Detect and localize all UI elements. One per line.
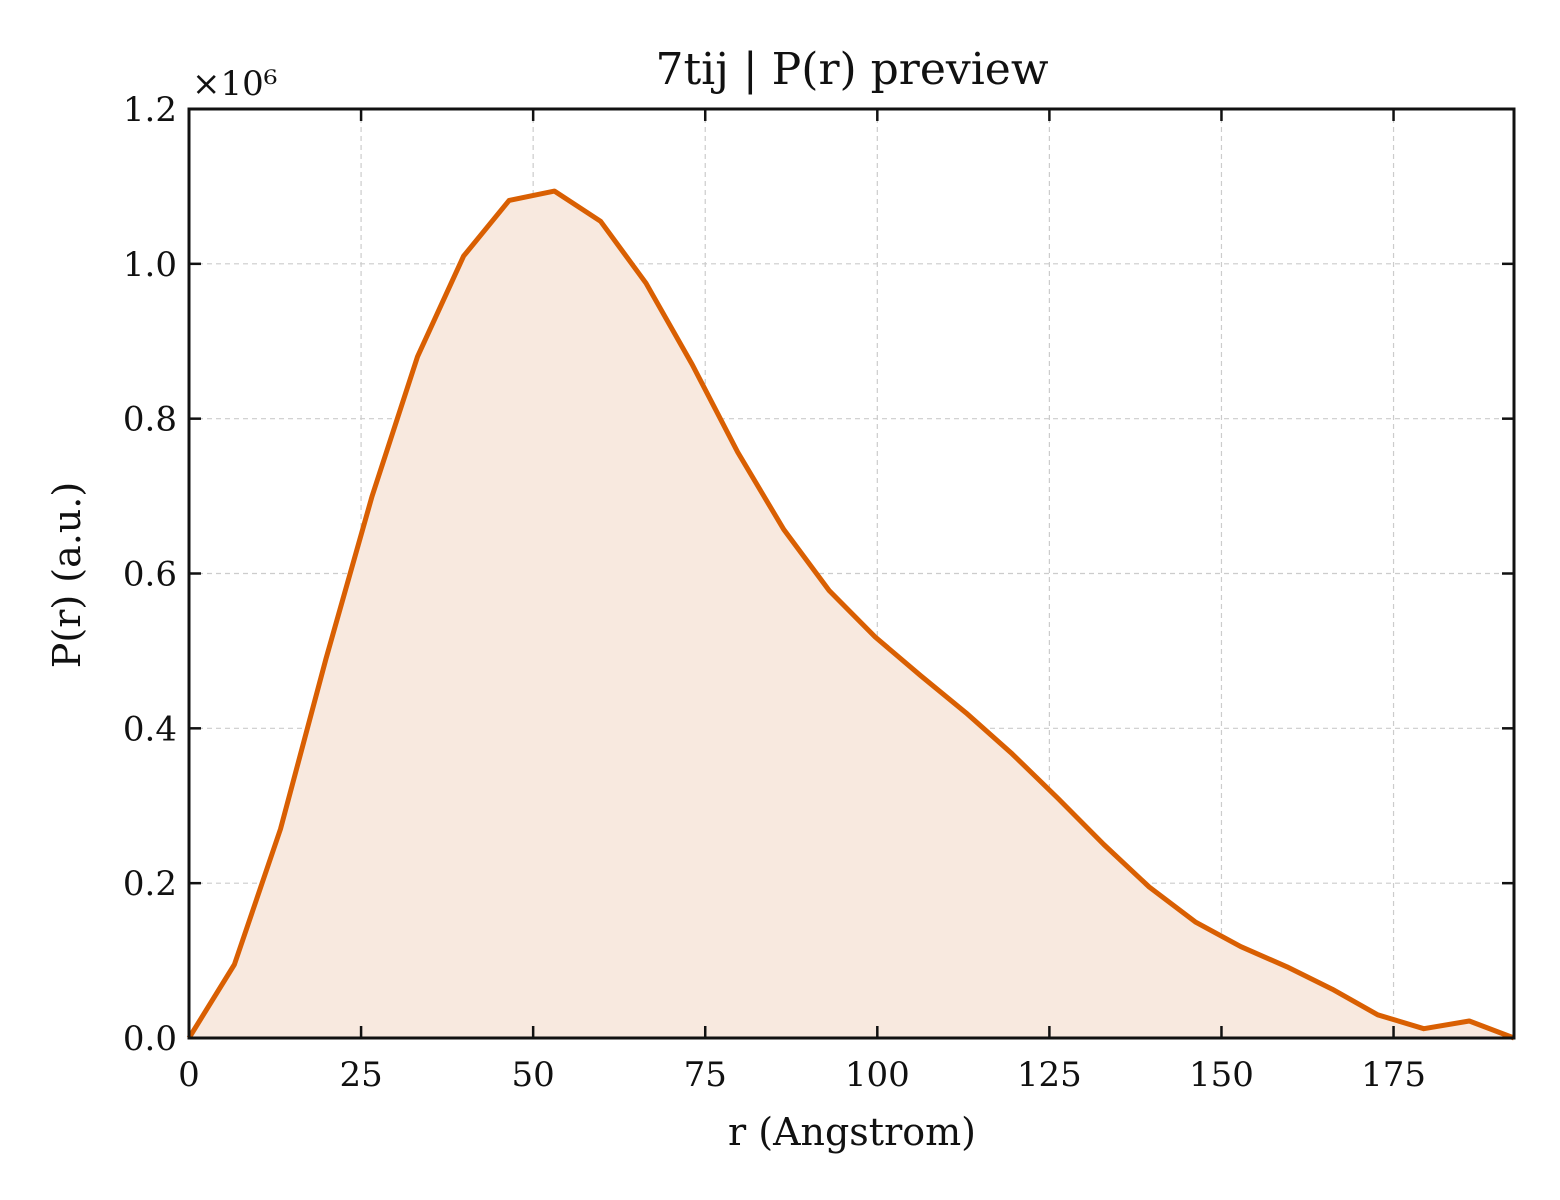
x-axis-label: r (Angstrom) bbox=[728, 1110, 976, 1154]
y-tick-label: 0.6 bbox=[123, 555, 177, 595]
x-tick-label: 175 bbox=[1361, 1055, 1426, 1095]
y-tick-label: 0.0 bbox=[123, 1019, 177, 1059]
chart-title: 7tij | P(r) preview bbox=[655, 44, 1048, 95]
x-tick-label: 0 bbox=[178, 1055, 200, 1095]
x-tick-label: 25 bbox=[339, 1055, 382, 1095]
y-tick-label: 1.0 bbox=[123, 245, 177, 285]
y-tick-label: 0.8 bbox=[123, 400, 177, 440]
y-tick-label: 0.2 bbox=[123, 864, 177, 904]
x-tick-label: 75 bbox=[684, 1055, 727, 1095]
y-axis-label: P(r) (a.u.) bbox=[45, 482, 89, 668]
x-tick-label: 100 bbox=[845, 1055, 910, 1095]
x-tick-label: 125 bbox=[1017, 1055, 1082, 1095]
axis-ticks bbox=[187, 107, 1514, 1040]
x-tick-label: 150 bbox=[1189, 1055, 1254, 1095]
x-tick-label: 50 bbox=[512, 1055, 555, 1095]
y-offset-label: ×10⁶ bbox=[192, 64, 277, 104]
pr-series-line bbox=[186, 188, 1515, 1041]
y-tick-label: 1.2 bbox=[123, 90, 177, 130]
y-tick-label: 0.4 bbox=[123, 709, 177, 749]
